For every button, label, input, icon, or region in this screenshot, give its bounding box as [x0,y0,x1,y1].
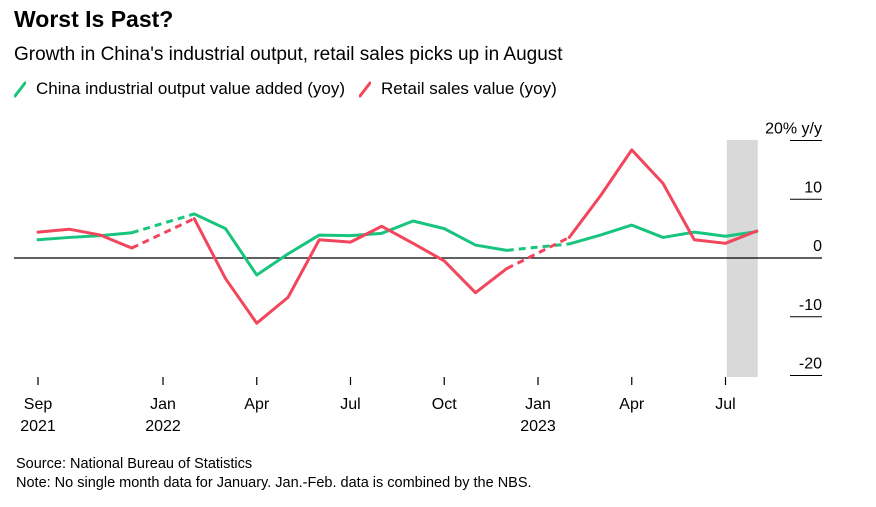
chart-title: Worst Is Past? [14,6,174,32]
x-tick-label: Apr [244,396,270,413]
series-dashed-line-industrial [131,212,195,235]
legend-swatch-retail [359,81,372,98]
x-tick-year-label: 2023 [520,418,556,435]
series-line-industrial [567,223,759,246]
x-tick-label: Apr [619,396,645,413]
series-dashed-line-retail [131,217,195,250]
x-tick-label: Jan [150,396,176,413]
x-tick-label: Jan [525,396,551,413]
series-line-retail [192,217,509,325]
legend-swatch-industrial [14,81,26,98]
series-line-retail [36,227,134,250]
footnote: Note: No single month data for January. … [16,475,532,491]
series-line-industrial [192,212,509,277]
legend: China industrial output value added (yoy… [14,79,571,99]
legend-label-industrial: China industrial output value added (yoy… [36,79,346,98]
legend-item-industrial: China industrial output value added (yoy… [14,79,345,99]
y-tick-label: -10 [799,297,822,314]
x-tick-label: Oct [432,396,457,413]
y-tick-label: 20% y/y [765,121,822,138]
y-tick-label: -20 [799,356,822,373]
x-tick-year-label: 2022 [145,418,181,435]
series-dashed-line-retail [506,236,570,270]
legend-item-retail: Retail sales value (yoy) [359,79,557,99]
x-tick-year-label: 2021 [20,418,56,435]
y-tick-label: 0 [813,238,822,255]
x-tick-label: Jul [715,396,735,413]
legend-label-retail: Retail sales value (yoy) [381,79,557,98]
x-tick-label: Sep [24,396,53,413]
source-note: Source: National Bureau of Statistics [16,456,253,472]
series-line-industrial [36,231,134,242]
x-tick-label: Jul [340,396,360,413]
series-dashed-line-industrial [506,242,570,252]
y-tick-label: 10 [804,179,822,196]
chart-subtitle: Growth in China's industrial output, ret… [14,44,563,65]
series-line-retail [567,148,759,245]
